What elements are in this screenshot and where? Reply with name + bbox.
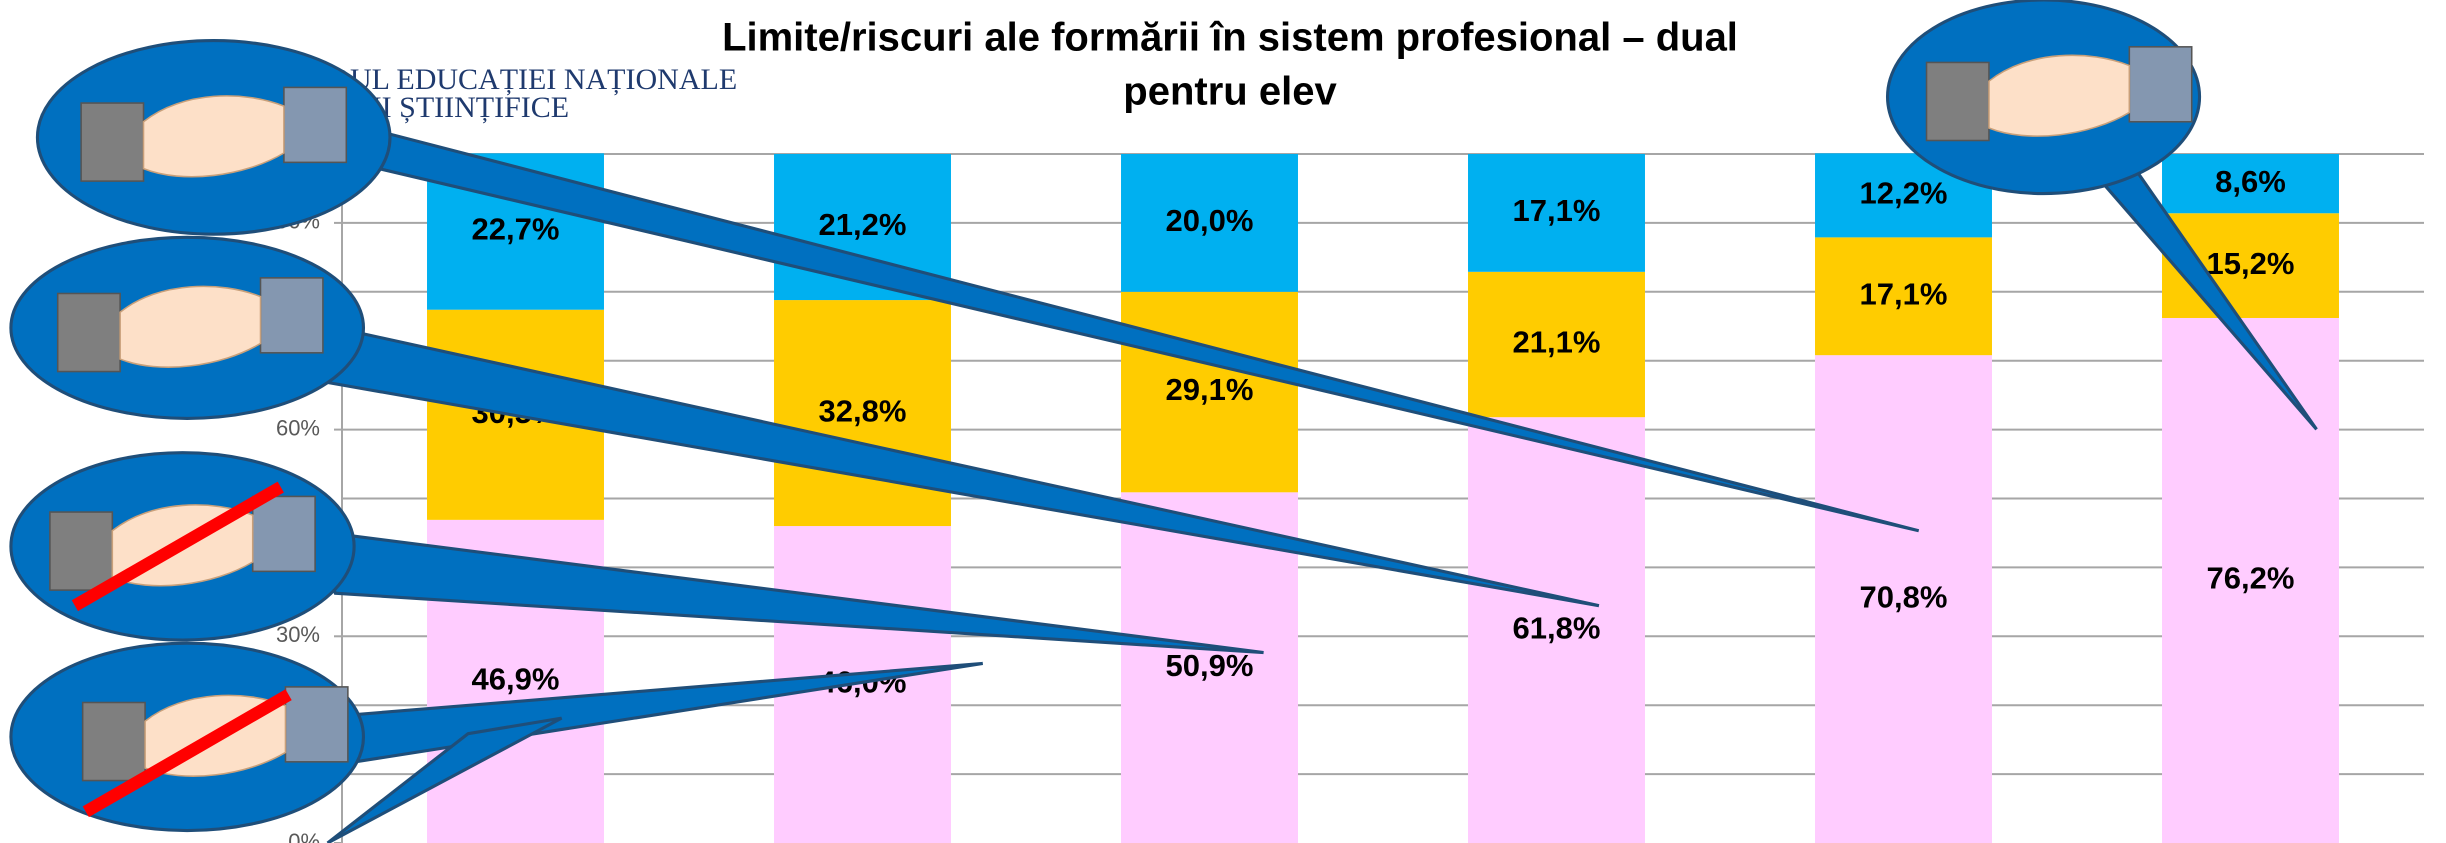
value-label: 15,2% <box>2207 246 2295 281</box>
chart-title: Limite/riscuri ale formării în sistem pr… <box>722 16 1738 60</box>
bar-segment <box>1121 291 1298 493</box>
value-label: 21,1% <box>1513 325 1601 360</box>
cross-out <box>71 481 284 612</box>
value-label: 20,0% <box>1166 203 1254 238</box>
value-label: 22,7% <box>472 212 560 247</box>
value-label: 76,2% <box>2207 561 2295 596</box>
value-label: 17,1% <box>1860 276 1948 311</box>
bar-segment <box>1121 154 1298 292</box>
bar-segment <box>1815 355 1992 843</box>
y-tick-label: 0% <box>288 829 320 843</box>
callout-tail <box>233 92 1920 533</box>
bar-segment <box>2162 317 2339 843</box>
value-label: 29,1% <box>1166 372 1254 407</box>
logo-text: RUL EDUCAȚIEI NAȚIONALE <box>330 63 737 96</box>
value-label: 46,9% <box>472 662 560 697</box>
bar-segment <box>1468 417 1645 843</box>
callout-tail <box>326 716 563 843</box>
callout-tail <box>309 528 1264 655</box>
value-label: 70,8% <box>1860 579 1948 614</box>
y-tick-label: 60% <box>276 415 320 440</box>
value-label: 8,6% <box>2215 164 2286 199</box>
chart-title: pentru elev <box>1123 70 1337 114</box>
y-tick-label: 30% <box>276 622 320 647</box>
value-label: 21,2% <box>819 207 907 242</box>
bar-segment <box>1468 154 1645 272</box>
bar-segment <box>1121 492 1298 843</box>
callout-tail <box>309 661 984 767</box>
bar-segment <box>1468 271 1645 418</box>
value-label: 12,2% <box>1860 176 1948 211</box>
bar-segment <box>1815 237 1992 356</box>
value-label: 32,8% <box>819 393 907 428</box>
value-label: 50,9% <box>1166 648 1254 683</box>
value-label: 17,1% <box>1513 193 1601 228</box>
bar-segment <box>774 300 951 527</box>
bar-segment <box>2162 154 2339 214</box>
value-label: 61,8% <box>1513 610 1601 645</box>
cross-out <box>82 689 292 818</box>
